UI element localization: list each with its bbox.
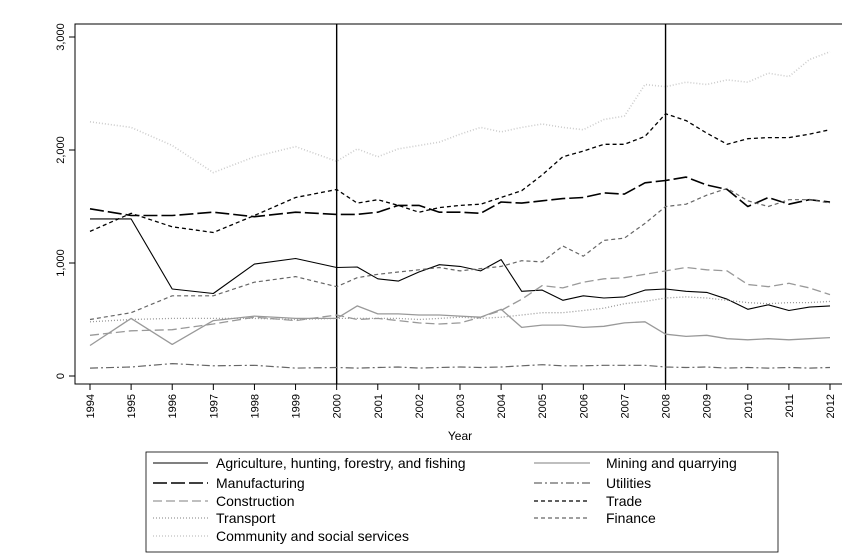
series-line-8 [89, 187, 831, 321]
y-axis: 0 1,000 2,000 3,000 [55, 23, 75, 379]
x-tick-label: 2000 [332, 394, 344, 418]
legend-label: Transport [216, 510, 276, 526]
series-line-1 [90, 218, 831, 312]
series-layer [89, 50, 831, 369]
x-tick-label: 2002 [414, 394, 426, 418]
x-tick-label: 2012 [825, 394, 837, 418]
x-tick-label: 2008 [661, 394, 673, 418]
series-line-5 [89, 266, 831, 336]
series-line-7 [89, 296, 831, 323]
y-tick-label: 0 [55, 373, 67, 379]
legend-box [145, 451, 779, 553]
legend-label: Agriculture, hunting, forestry, and fish… [216, 455, 466, 471]
legend: Agriculture, hunting, forestry, and fish… [145, 451, 779, 553]
y-tick-label: 2,000 [55, 136, 67, 164]
legend-label: Trade [606, 493, 642, 509]
legend-label: Community and social services [216, 528, 409, 544]
x-tick-label: 2003 [455, 394, 467, 418]
legend-label: Construction [216, 493, 295, 509]
x-tick-label: 1996 [167, 394, 179, 418]
x-tick-label: 2005 [537, 394, 549, 418]
vertical-reference-lines [335, 24, 667, 384]
legend-label: Finance [606, 510, 656, 526]
series-line-4 [89, 363, 831, 369]
legend-label: Utilities [606, 475, 651, 491]
legend-label: Manufacturing [216, 475, 305, 491]
x-tick-label: 1995 [126, 394, 138, 418]
x-tick-label: 1994 [85, 394, 97, 418]
x-tick-label: 2004 [496, 394, 508, 418]
x-tick-label: 2007 [619, 394, 631, 418]
x-tick-label: 1997 [208, 394, 220, 418]
x-tick-label: 1998 [249, 394, 261, 418]
x-axis: 1994 1995 1996 1997 1998 1999 2000 2001 2002 2003… [85, 384, 837, 418]
x-axis-title: Year [448, 429, 472, 443]
series-line-3 [89, 176, 831, 218]
x-tick-label: 2001 [373, 394, 385, 418]
legend-label: Mining and quarrying [606, 455, 737, 471]
x-tick-label: 1999 [291, 394, 303, 418]
x-tick-label: 2010 [743, 394, 755, 418]
x-tick-label: 2009 [702, 394, 714, 418]
series-line-6 [89, 113, 831, 234]
series-line-9 [89, 50, 831, 174]
x-tick-label: 2011 [784, 394, 796, 418]
y-tick-label: 1,000 [55, 249, 67, 277]
y-tick-label: 3,000 [55, 23, 67, 51]
x-tick-label: 2006 [578, 394, 590, 418]
series-line-2 [89, 305, 831, 347]
